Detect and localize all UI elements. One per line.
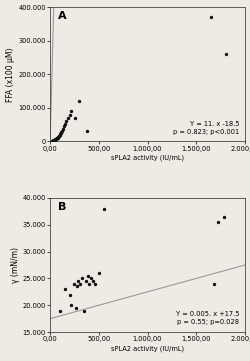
Point (72, 281, 76, 287)
Point (66, 115, 70, 121)
Point (75, 284, 79, 290)
Point (68, 292, 71, 297)
Point (76, 278, 80, 284)
Point (86, 273, 90, 279)
Point (84, 278, 88, 284)
Point (209, 14, 213, 20)
Point (222, 214, 226, 219)
Point (70, 303, 73, 308)
Point (91, 278, 95, 284)
Point (70, 108, 73, 114)
Point (58, 131, 62, 137)
Point (57, 134, 61, 139)
Point (54, 136, 58, 142)
Point (55, 135, 59, 141)
Point (56, 134, 60, 140)
Point (93, 281, 97, 287)
Point (52, 137, 56, 143)
Point (58, 132, 62, 138)
Point (57, 133, 61, 139)
Point (54, 136, 58, 142)
Point (68, 112, 71, 118)
Point (50, 138, 54, 144)
Text: Y = 0.005. x +17.5
p = 0.55; p=0.028: Y = 0.005. x +17.5 p = 0.55; p=0.028 (176, 312, 239, 325)
Point (59, 129, 63, 135)
Point (61, 126, 65, 132)
Point (212, 281, 216, 287)
Point (82, 308, 86, 313)
Point (77, 98, 81, 104)
Point (60, 128, 64, 134)
Point (51, 138, 55, 143)
Point (216, 219, 220, 225)
Point (58, 308, 62, 313)
Point (97, 270, 101, 276)
Point (64, 118, 68, 124)
Point (53, 136, 57, 142)
Point (87, 281, 91, 287)
Point (80, 275, 84, 281)
Point (102, 206, 106, 212)
Point (73, 115, 77, 121)
Point (55, 136, 59, 142)
Text: A: A (58, 11, 66, 21)
Point (62, 286, 66, 292)
Point (53, 137, 57, 143)
Point (85, 129, 89, 134)
X-axis label: sPLA2 activity (IU/mL): sPLA2 activity (IU/mL) (111, 345, 184, 352)
Point (62, 123, 66, 129)
Point (56, 135, 60, 141)
Text: B: B (58, 202, 66, 212)
Point (224, 51, 228, 57)
Point (89, 275, 93, 281)
Y-axis label: γ (mN/m): γ (mN/m) (11, 247, 20, 283)
Point (62, 121, 66, 127)
Point (78, 281, 82, 287)
Y-axis label: FFA (x100 μM): FFA (x100 μM) (6, 47, 16, 101)
Point (59, 130, 63, 136)
Text: Y = 11. x -18.5
p = 0.823; p<0.001: Y = 11. x -18.5 p = 0.823; p<0.001 (173, 121, 239, 135)
Point (74, 305, 78, 311)
X-axis label: sPLA2 activity (IU/mL): sPLA2 activity (IU/mL) (111, 155, 184, 161)
